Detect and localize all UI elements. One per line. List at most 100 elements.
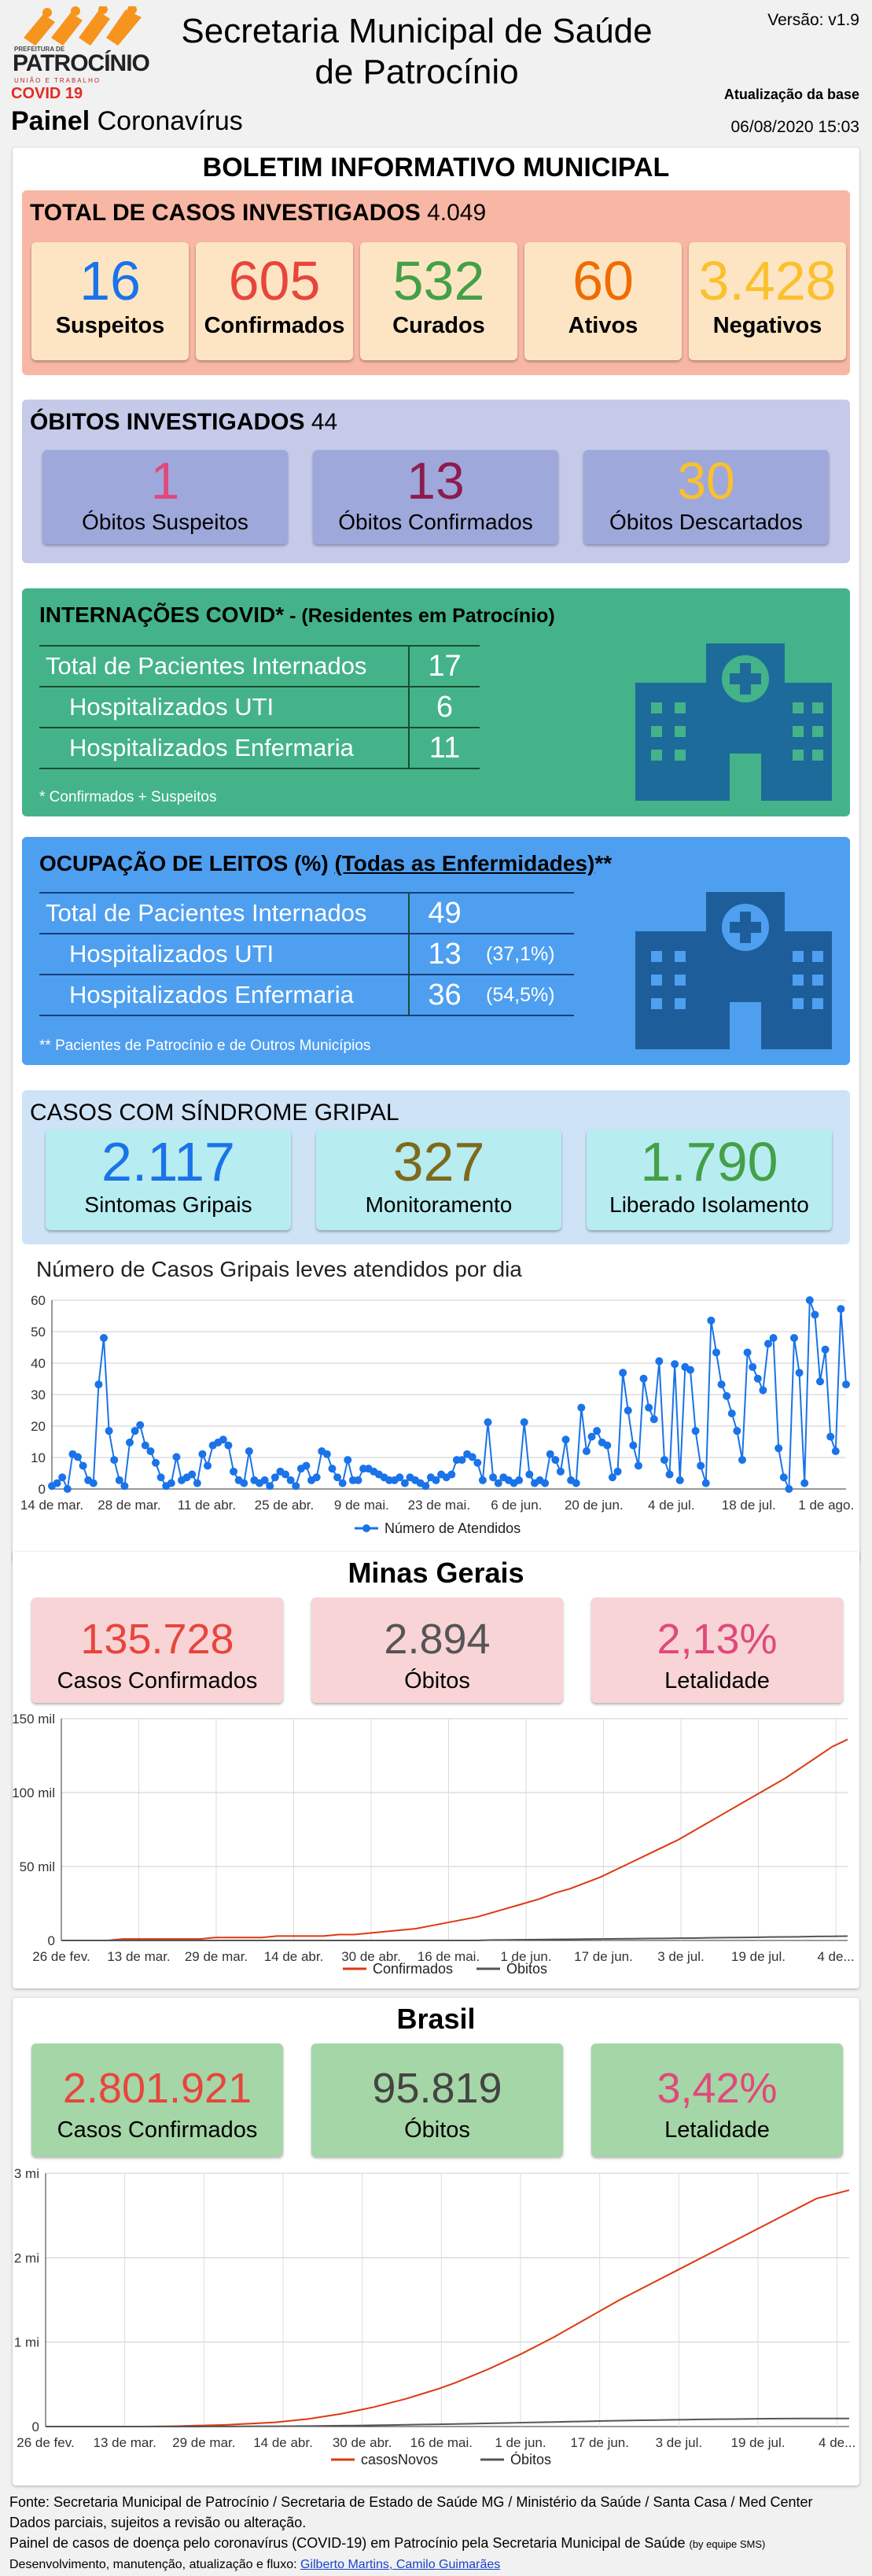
data-point xyxy=(723,1391,731,1400)
br-value: 3,42% xyxy=(657,2065,778,2112)
data-point xyxy=(639,1374,648,1383)
casos-tile-0: 16 Suspeitos xyxy=(31,242,189,360)
data-point xyxy=(120,1482,129,1491)
table-row: Hospitalizados Enfermaria 36 (54,5%) xyxy=(39,974,574,1016)
data-point xyxy=(188,1470,197,1479)
x-tick-label: 20 de jun. xyxy=(565,1498,624,1513)
x-tick-label: 19 de jul. xyxy=(731,1949,786,1964)
sindrome-label: Sintomas Gripais xyxy=(84,1192,252,1217)
total-casos-heading: TOTAL DE CASOS INVESTIGADOS 4.049 xyxy=(30,200,487,226)
data-point xyxy=(63,1485,72,1493)
data-point xyxy=(421,1482,430,1491)
casos-tile-4: 3.428 Negativos xyxy=(689,242,846,360)
br-label: Letalidade xyxy=(664,2117,770,2143)
ocupacao-note: ** Pacientes de Patrocínio e de Outros M… xyxy=(39,1037,371,1054)
ocupacao-table: Total de Pacientes Internados 49 Hospital… xyxy=(39,892,574,1016)
x-tick-label: 16 de mai. xyxy=(418,1949,480,1964)
data-point xyxy=(686,1365,694,1374)
table-row: Hospitalizados UTI 6 xyxy=(39,686,480,728)
br-chart: 0 1 mi 2 mi 3 mi 26 de fev. 13 de mar. 29 de m… xyxy=(14,2166,855,2467)
data-point xyxy=(286,1476,295,1484)
sindrome-value: 327 xyxy=(392,1131,485,1192)
x-tick-label: 18 de jul. xyxy=(722,1498,776,1513)
data-point xyxy=(473,1458,482,1467)
data-point xyxy=(396,1473,404,1482)
data-point xyxy=(515,1476,524,1484)
casos-label: Suspeitos xyxy=(55,313,165,338)
casos-label: Ativos xyxy=(568,313,638,338)
x-tick-label: 4 de... xyxy=(819,2435,855,2450)
data-point xyxy=(753,1374,762,1383)
data-point xyxy=(219,1435,227,1444)
br-title: Brasil xyxy=(396,2003,476,2035)
data-point xyxy=(572,1479,580,1487)
data-point xyxy=(624,1406,632,1415)
y-tick-label: 10 xyxy=(31,1450,46,1465)
data-point xyxy=(58,1473,67,1482)
data-point xyxy=(53,1479,61,1487)
y-tick-label: 0 xyxy=(48,1933,55,1948)
mg-value: 135.728 xyxy=(80,1616,234,1663)
x-tick-label: 30 de abr. xyxy=(333,2435,392,2450)
logo-sub: UNIÃO E TRABALHO xyxy=(14,77,101,84)
logo-pre: PREFEITURA DE xyxy=(14,46,65,53)
y-tick-label: 20 xyxy=(31,1419,46,1434)
x-tick-label: 30 de abr. xyxy=(341,1949,401,1964)
casos-label: Negativos xyxy=(712,313,822,338)
casos-tile-1: 605 Confirmados xyxy=(196,242,353,360)
data-point xyxy=(105,1427,113,1435)
data-point xyxy=(344,1456,352,1465)
ocupacao-heading: OCUPAÇÃO DE LEITOS (%) (Todas as Enfermi… xyxy=(39,851,613,875)
data-point xyxy=(733,1427,741,1435)
table-row: Hospitalizados Enfermaria 11 xyxy=(39,727,480,769)
update-label: Atualização da base xyxy=(723,87,859,102)
hospital-icon xyxy=(635,892,832,1049)
x-tick-label: 6 de jun. xyxy=(491,1498,542,1513)
data-point xyxy=(795,1369,804,1377)
data-point xyxy=(115,1476,123,1484)
patrocinio-logo: PREFEITURA DE PATROCÍNIO UNIÃO E TRABALH… xyxy=(8,5,157,85)
data-point xyxy=(577,1403,586,1412)
data-point xyxy=(800,1479,809,1487)
data-point xyxy=(458,1456,466,1465)
data-point xyxy=(131,1427,139,1435)
data-point xyxy=(270,1473,279,1482)
ocupacao-panel: OCUPAÇÃO DE LEITOS (%) (Todas as Enfermi… xyxy=(22,837,850,1065)
legend-label: Óbitos xyxy=(506,1960,547,1977)
br-label: Óbitos xyxy=(404,2117,470,2143)
obitos-value: 30 xyxy=(677,451,735,510)
data-point xyxy=(805,1296,814,1304)
data-point xyxy=(774,1444,783,1453)
credits-link[interactable]: Gilberto Martins, Camilo Guimarães xyxy=(300,2558,501,2571)
y-tick-label: 60 xyxy=(31,1293,46,1308)
legend-label: Óbitos xyxy=(510,2451,551,2467)
table-row: Total de Pacientes Internados 17 xyxy=(39,645,480,687)
data-point xyxy=(603,1441,612,1450)
data-point xyxy=(837,1305,845,1314)
mg-value: 2.894 xyxy=(384,1616,491,1663)
data-point xyxy=(172,1453,181,1461)
x-tick-label: 14 de mar. xyxy=(20,1498,83,1513)
br-label: Casos Confirmados xyxy=(57,2117,258,2143)
data-point xyxy=(697,1461,705,1470)
data-point xyxy=(691,1427,700,1435)
data-point xyxy=(546,1450,554,1458)
obitos-tile-0: 1 Óbitos Suspeitos xyxy=(42,450,288,544)
data-point xyxy=(749,1362,757,1371)
series-line xyxy=(61,1738,848,1941)
sindrome-value: 1.790 xyxy=(640,1131,778,1192)
data-point xyxy=(582,1447,591,1455)
x-tick-label: 14 de abr. xyxy=(264,1949,324,1964)
casos-value: 532 xyxy=(392,250,485,311)
y-tick-label: 0 xyxy=(32,2419,39,2434)
header: PREFEITURA DE PATROCÍNIO UNIÃO E TRABALH… xyxy=(0,0,872,146)
data-point xyxy=(593,1427,602,1435)
data-point xyxy=(204,1461,212,1470)
br-tile-1: 95.819 Óbitos xyxy=(311,2043,563,2157)
data-point xyxy=(89,1479,98,1487)
data-point xyxy=(240,1479,248,1487)
x-tick-label: 1 de ago. xyxy=(798,1498,854,1513)
hospital-icon xyxy=(635,643,832,801)
legend-label: casosNovos xyxy=(361,2452,438,2467)
sindrome-tile-1: 327 Monitoramento xyxy=(316,1130,561,1230)
